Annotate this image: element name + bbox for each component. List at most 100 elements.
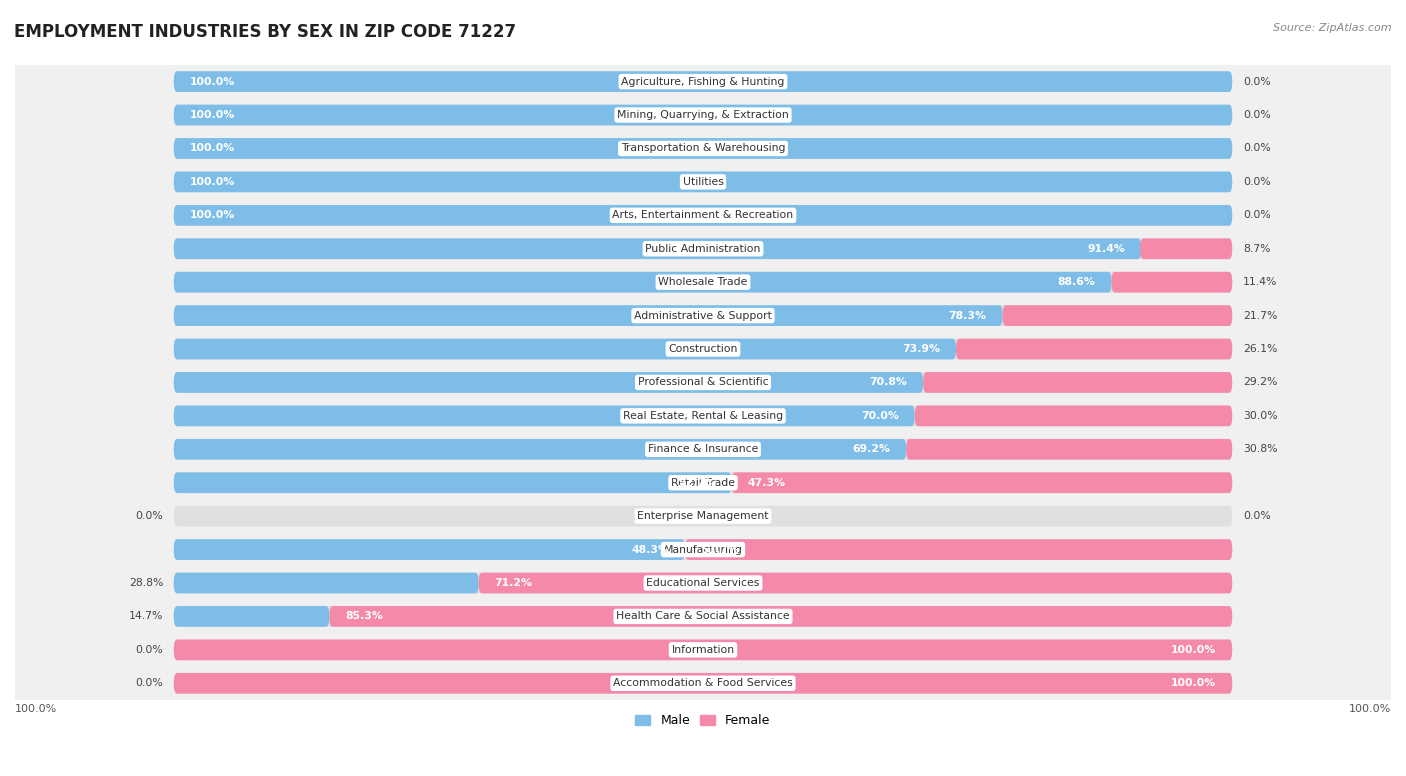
FancyBboxPatch shape	[174, 606, 1232, 627]
Text: 0.0%: 0.0%	[1243, 110, 1271, 120]
Text: 14.7%: 14.7%	[129, 611, 163, 622]
FancyBboxPatch shape	[907, 439, 1232, 459]
Text: 100.0%: 100.0%	[1171, 645, 1216, 655]
Text: 52.7%: 52.7%	[678, 478, 716, 488]
FancyBboxPatch shape	[174, 138, 1232, 159]
FancyBboxPatch shape	[329, 606, 1232, 627]
FancyBboxPatch shape	[685, 539, 1232, 560]
Text: EMPLOYMENT INDUSTRIES BY SEX IN ZIP CODE 71227: EMPLOYMENT INDUSTRIES BY SEX IN ZIP CODE…	[14, 23, 516, 41]
Text: 11.4%: 11.4%	[1243, 277, 1277, 287]
Text: 70.0%: 70.0%	[860, 411, 898, 421]
Text: 21.7%: 21.7%	[1243, 310, 1277, 320]
FancyBboxPatch shape	[1140, 238, 1232, 259]
Text: Manufacturing: Manufacturing	[664, 545, 742, 555]
FancyBboxPatch shape	[174, 338, 956, 359]
FancyBboxPatch shape	[174, 272, 1112, 293]
Text: Accommodation & Food Services: Accommodation & Food Services	[613, 678, 793, 688]
FancyBboxPatch shape	[174, 305, 1232, 326]
Text: 0.0%: 0.0%	[1243, 210, 1271, 220]
Text: Wholesale Trade: Wholesale Trade	[658, 277, 748, 287]
Text: 0.0%: 0.0%	[1243, 511, 1271, 521]
Text: Professional & Scientific: Professional & Scientific	[638, 377, 768, 387]
Bar	[15, 232, 1391, 265]
FancyBboxPatch shape	[174, 573, 1232, 594]
FancyBboxPatch shape	[174, 639, 1232, 660]
Bar	[15, 533, 1391, 566]
Text: 0.0%: 0.0%	[1243, 177, 1271, 187]
Bar	[15, 600, 1391, 633]
Text: 100.0%: 100.0%	[190, 144, 235, 154]
Text: 100.0%: 100.0%	[1171, 678, 1216, 688]
Text: 100.0%: 100.0%	[190, 210, 235, 220]
Text: Utilities: Utilities	[682, 177, 724, 187]
Text: 0.0%: 0.0%	[135, 678, 163, 688]
FancyBboxPatch shape	[478, 573, 1232, 594]
Text: Source: ZipAtlas.com: Source: ZipAtlas.com	[1274, 23, 1392, 33]
FancyBboxPatch shape	[956, 338, 1232, 359]
FancyBboxPatch shape	[174, 439, 1232, 459]
Text: 70.8%: 70.8%	[869, 377, 907, 387]
Bar	[15, 99, 1391, 132]
FancyBboxPatch shape	[174, 406, 1232, 426]
FancyBboxPatch shape	[174, 673, 1232, 694]
Text: 100.0%: 100.0%	[190, 110, 235, 120]
FancyBboxPatch shape	[174, 71, 1232, 92]
FancyBboxPatch shape	[174, 338, 1232, 359]
FancyBboxPatch shape	[924, 372, 1232, 393]
Text: 0.0%: 0.0%	[1243, 144, 1271, 154]
FancyBboxPatch shape	[174, 639, 1232, 660]
Text: 28.8%: 28.8%	[129, 578, 163, 588]
FancyBboxPatch shape	[174, 539, 685, 560]
Text: Information: Information	[672, 645, 734, 655]
Text: 69.2%: 69.2%	[852, 445, 890, 454]
Bar	[15, 633, 1391, 667]
Text: 0.0%: 0.0%	[135, 511, 163, 521]
Text: 29.2%: 29.2%	[1243, 377, 1277, 387]
FancyBboxPatch shape	[174, 372, 1232, 393]
Text: 100.0%: 100.0%	[1348, 704, 1391, 714]
Bar	[15, 132, 1391, 165]
FancyBboxPatch shape	[174, 606, 329, 627]
Text: Mining, Quarrying, & Extraction: Mining, Quarrying, & Extraction	[617, 110, 789, 120]
Text: 0.0%: 0.0%	[135, 645, 163, 655]
Bar	[15, 332, 1391, 365]
Text: Health Care & Social Assistance: Health Care & Social Assistance	[616, 611, 790, 622]
FancyBboxPatch shape	[731, 473, 1232, 493]
Bar	[15, 667, 1391, 700]
FancyBboxPatch shape	[174, 506, 1232, 527]
FancyBboxPatch shape	[174, 105, 1232, 126]
Bar	[15, 299, 1391, 332]
FancyBboxPatch shape	[174, 372, 924, 393]
Bar	[15, 165, 1391, 199]
Bar	[15, 365, 1391, 399]
Text: 26.1%: 26.1%	[1243, 344, 1277, 354]
Text: Finance & Insurance: Finance & Insurance	[648, 445, 758, 454]
Text: Retail Trade: Retail Trade	[671, 478, 735, 488]
FancyBboxPatch shape	[174, 473, 731, 493]
Bar	[15, 500, 1391, 533]
FancyBboxPatch shape	[174, 439, 907, 459]
Bar	[15, 432, 1391, 466]
Text: Agriculture, Fishing & Hunting: Agriculture, Fishing & Hunting	[621, 77, 785, 87]
FancyBboxPatch shape	[1112, 272, 1232, 293]
FancyBboxPatch shape	[174, 539, 1232, 560]
Text: Public Administration: Public Administration	[645, 244, 761, 254]
Text: 0.0%: 0.0%	[1243, 77, 1271, 87]
Text: Arts, Entertainment & Recreation: Arts, Entertainment & Recreation	[613, 210, 793, 220]
Text: Real Estate, Rental & Leasing: Real Estate, Rental & Leasing	[623, 411, 783, 421]
Text: 91.4%: 91.4%	[1087, 244, 1125, 254]
FancyBboxPatch shape	[174, 406, 915, 426]
Text: 51.7%: 51.7%	[700, 545, 738, 555]
FancyBboxPatch shape	[174, 171, 1232, 192]
Text: 30.8%: 30.8%	[1243, 445, 1277, 454]
Text: 73.9%: 73.9%	[903, 344, 941, 354]
FancyBboxPatch shape	[1002, 305, 1232, 326]
Text: Transportation & Warehousing: Transportation & Warehousing	[621, 144, 785, 154]
Text: 8.7%: 8.7%	[1243, 244, 1270, 254]
FancyBboxPatch shape	[174, 305, 1002, 326]
FancyBboxPatch shape	[915, 406, 1232, 426]
Text: 85.3%: 85.3%	[346, 611, 382, 622]
Legend: Male, Female: Male, Female	[630, 709, 776, 733]
FancyBboxPatch shape	[174, 71, 1232, 92]
Bar	[15, 65, 1391, 99]
